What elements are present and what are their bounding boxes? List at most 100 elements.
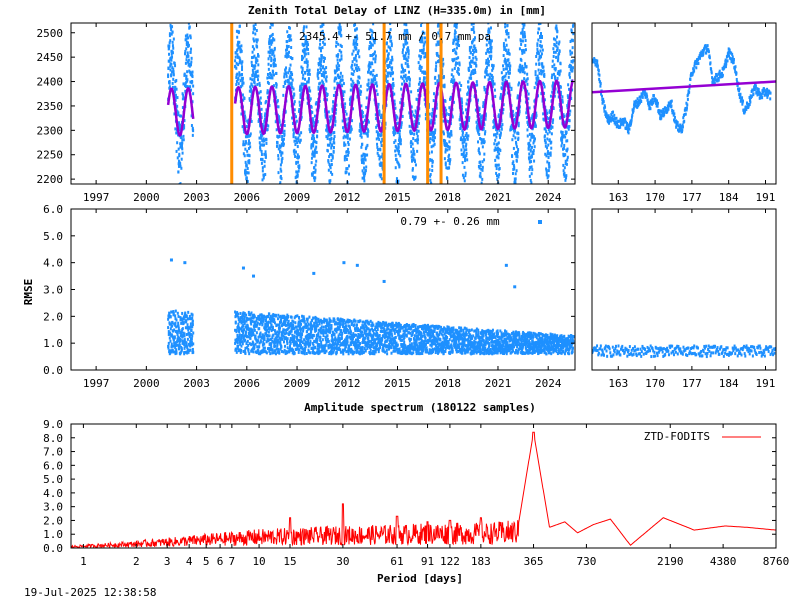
ztd-observation-point <box>522 25 525 29</box>
ztd-observation-point <box>185 37 188 41</box>
ztd-observation-point <box>358 76 361 80</box>
ztd-observation-point <box>170 28 173 32</box>
ztd-observation-point <box>367 129 370 133</box>
ztd-observation-point <box>275 144 278 148</box>
ztd-recent-observation-point <box>736 80 739 84</box>
ztd-observation-point <box>363 156 366 160</box>
ztd-observation-point <box>339 28 342 32</box>
rmse-observation-point <box>192 342 195 346</box>
ztd-observation-point <box>447 155 450 159</box>
ztd-observation-point <box>265 138 268 142</box>
ztd-observation-point <box>475 57 478 61</box>
rmse-observation-point <box>266 314 269 318</box>
ztd-recent-observation-point <box>760 93 763 97</box>
ztd-observation-point <box>275 128 278 132</box>
ztd-recent-observation-point <box>734 65 737 69</box>
ztd-observation-point <box>168 85 171 89</box>
ztd-observation-point <box>444 139 447 143</box>
rmse-observation-point <box>285 331 288 335</box>
ztd-observation-point <box>537 76 540 80</box>
ztd-observation-point <box>279 167 282 171</box>
ztd-observation-point <box>413 152 416 156</box>
rmse-observation-point <box>182 317 185 321</box>
ztd-observation-point <box>533 86 536 90</box>
ztd-observation-point <box>411 168 414 172</box>
ztd-observation-point <box>530 116 533 120</box>
ztd-observation-point <box>184 49 187 53</box>
ztd-observation-point <box>430 120 433 124</box>
ztd-recent-observation-point <box>765 93 768 97</box>
ztd-observation-point <box>490 54 493 58</box>
rmse-observation-point <box>276 330 279 334</box>
ztd-observation-point <box>496 174 499 178</box>
ztd-observation-point <box>341 91 344 95</box>
rmse-observation-point <box>259 352 262 356</box>
ztd-observation-point <box>466 124 469 128</box>
ztd-observation-point <box>470 72 473 76</box>
ztd-observation-point <box>169 68 172 72</box>
ztd-observation-point <box>298 108 301 112</box>
ztd-observation-point <box>235 61 238 65</box>
rmse-observation-point <box>268 312 271 316</box>
ztd-observation-point <box>394 166 397 170</box>
ztd-observation-point <box>528 174 531 178</box>
rmse-observation-point <box>249 312 252 316</box>
ztd-observation-point <box>253 47 256 51</box>
ztd-observation-point <box>521 39 524 43</box>
ztd-recent-observation-point <box>710 67 713 71</box>
ztd-observation-point <box>251 45 254 49</box>
ztd-observation-point <box>375 117 378 121</box>
ztd-observation-point <box>339 25 342 29</box>
rmse-observation-point <box>277 348 280 352</box>
ztd-observation-point <box>507 64 510 68</box>
rmse-observation-point <box>255 331 258 335</box>
ztd-observation-point <box>566 158 569 162</box>
rmse-observation-point <box>239 342 242 346</box>
ztd-observation-point <box>411 142 414 146</box>
ztd-observation-point <box>497 175 500 179</box>
ztd-observation-point <box>271 40 274 44</box>
ztd-observation-point <box>430 114 433 118</box>
ztd-observation-point <box>335 64 338 68</box>
ztd-observation-point <box>473 44 476 48</box>
ztd-observation-point <box>458 118 461 122</box>
ztd-observation-point <box>242 140 245 144</box>
ztd-observation-point <box>331 107 334 111</box>
ztd-observation-point <box>491 85 494 89</box>
ztd-observation-point <box>430 145 433 149</box>
ztd-observation-point <box>251 84 254 88</box>
rmse-observation-point <box>243 322 246 326</box>
rmse-observation-point <box>181 327 184 331</box>
rmse-observation-point <box>235 328 238 332</box>
ztd-observation-point <box>386 74 389 78</box>
ztd-observation-point <box>486 38 489 42</box>
ztd-observation-point <box>177 164 180 168</box>
ztd-observation-point <box>544 152 547 156</box>
ztd-observation-point <box>420 37 423 41</box>
rmse-observation-point <box>167 341 170 345</box>
ztd-observation-point <box>236 53 239 57</box>
ztd-observation-point <box>535 62 538 66</box>
rmse-observation-point <box>280 349 283 353</box>
rmse-observation-point <box>268 317 271 321</box>
rmse-observation-point <box>181 311 184 315</box>
ztd-observation-point <box>471 41 474 45</box>
rmse-observation-point <box>253 345 256 349</box>
ztd-observation-point <box>454 29 457 33</box>
ztd-observation-point <box>544 144 547 148</box>
rmse-observation-point <box>177 321 180 325</box>
rmse-observation-point <box>236 346 239 350</box>
ztd-observation-point <box>521 64 524 68</box>
ztd-observation-point <box>323 37 326 41</box>
ztd-observation-point <box>331 172 334 176</box>
rmse-observation-point <box>190 312 193 316</box>
ztd-observation-point <box>502 103 505 107</box>
ztd-observation-point <box>468 89 471 93</box>
ztd-observation-point <box>403 23 406 26</box>
ztd-observation-point <box>570 30 573 34</box>
ztd-observation-point <box>325 79 328 83</box>
ztd-observation-point <box>321 24 324 28</box>
ztd-observation-point <box>368 44 371 48</box>
ztd-observation-point <box>433 139 436 143</box>
ztd-observation-point <box>325 66 328 70</box>
